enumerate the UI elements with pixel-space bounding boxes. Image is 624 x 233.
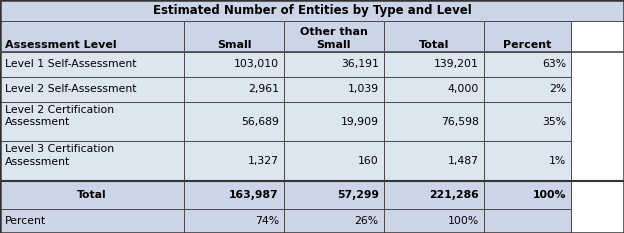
Bar (184, 141, 284, 181)
Bar (384, 21, 484, 52)
Bar (384, 209, 484, 233)
Text: 19,909: 19,909 (341, 116, 379, 127)
Bar (484, 77, 571, 102)
Bar (384, 181, 484, 209)
Text: 160: 160 (358, 156, 379, 166)
Text: 1,327: 1,327 (248, 156, 279, 166)
Text: 139,201: 139,201 (434, 59, 479, 69)
Text: 26%: 26% (354, 216, 379, 226)
Text: Level 3 Certification
Assessment: Level 3 Certification Assessment (5, 144, 114, 167)
Text: Estimated Number of Entities by Type and Level: Estimated Number of Entities by Type and… (153, 4, 471, 17)
Text: Total: Total (419, 40, 449, 50)
Bar (0, 102, 184, 141)
Bar (0, 52, 184, 77)
Text: 100%: 100% (447, 216, 479, 226)
Text: Percent: Percent (503, 40, 552, 50)
Bar (184, 21, 284, 52)
Text: 100%: 100% (532, 190, 566, 200)
Bar (0, 77, 184, 102)
Bar (284, 209, 384, 233)
Text: 35%: 35% (542, 116, 566, 127)
Bar (484, 141, 571, 181)
Text: Percent: Percent (5, 216, 46, 226)
Bar (284, 102, 384, 141)
Text: 36,191: 36,191 (341, 59, 379, 69)
Bar (384, 52, 484, 77)
Text: 103,010: 103,010 (234, 59, 279, 69)
Bar (184, 77, 284, 102)
Bar (184, 52, 284, 77)
Bar (384, 102, 484, 141)
Bar (0, 141, 184, 181)
Bar (284, 141, 384, 181)
Text: Other than
Small: Other than Small (300, 27, 368, 50)
Bar (284, 181, 384, 209)
Text: 1%: 1% (548, 156, 566, 166)
Bar (0, 209, 184, 233)
Bar (184, 102, 284, 141)
Text: Level 2 Self-Assessment: Level 2 Self-Assessment (5, 84, 137, 94)
Bar (0, 181, 184, 209)
Text: 163,987: 163,987 (229, 190, 279, 200)
Bar (0, 0, 624, 21)
Text: 4,000: 4,000 (447, 84, 479, 94)
Bar (184, 181, 284, 209)
Bar (484, 102, 571, 141)
Bar (384, 141, 484, 181)
Bar (484, 209, 571, 233)
Text: 74%: 74% (255, 216, 279, 226)
Bar (184, 209, 284, 233)
Text: Assessment Level: Assessment Level (5, 40, 117, 50)
Text: Level 1 Self-Assessment: Level 1 Self-Assessment (5, 59, 137, 69)
Bar (284, 77, 384, 102)
Bar (284, 21, 384, 52)
Bar (0, 21, 184, 52)
Text: 221,286: 221,286 (429, 190, 479, 200)
Text: 2%: 2% (548, 84, 566, 94)
Text: 1,487: 1,487 (447, 156, 479, 166)
Bar (384, 77, 484, 102)
Bar (484, 52, 571, 77)
Text: 76,598: 76,598 (441, 116, 479, 127)
Text: 56,689: 56,689 (241, 116, 279, 127)
Text: 63%: 63% (542, 59, 566, 69)
Text: 2,961: 2,961 (248, 84, 279, 94)
Text: 57,299: 57,299 (337, 190, 379, 200)
Bar (484, 181, 571, 209)
Bar (284, 52, 384, 77)
Text: Total: Total (77, 190, 107, 200)
Bar (484, 21, 571, 52)
Text: Small: Small (217, 40, 251, 50)
Text: Level 2 Certification
Assessment: Level 2 Certification Assessment (5, 105, 114, 127)
Text: 1,039: 1,039 (348, 84, 379, 94)
